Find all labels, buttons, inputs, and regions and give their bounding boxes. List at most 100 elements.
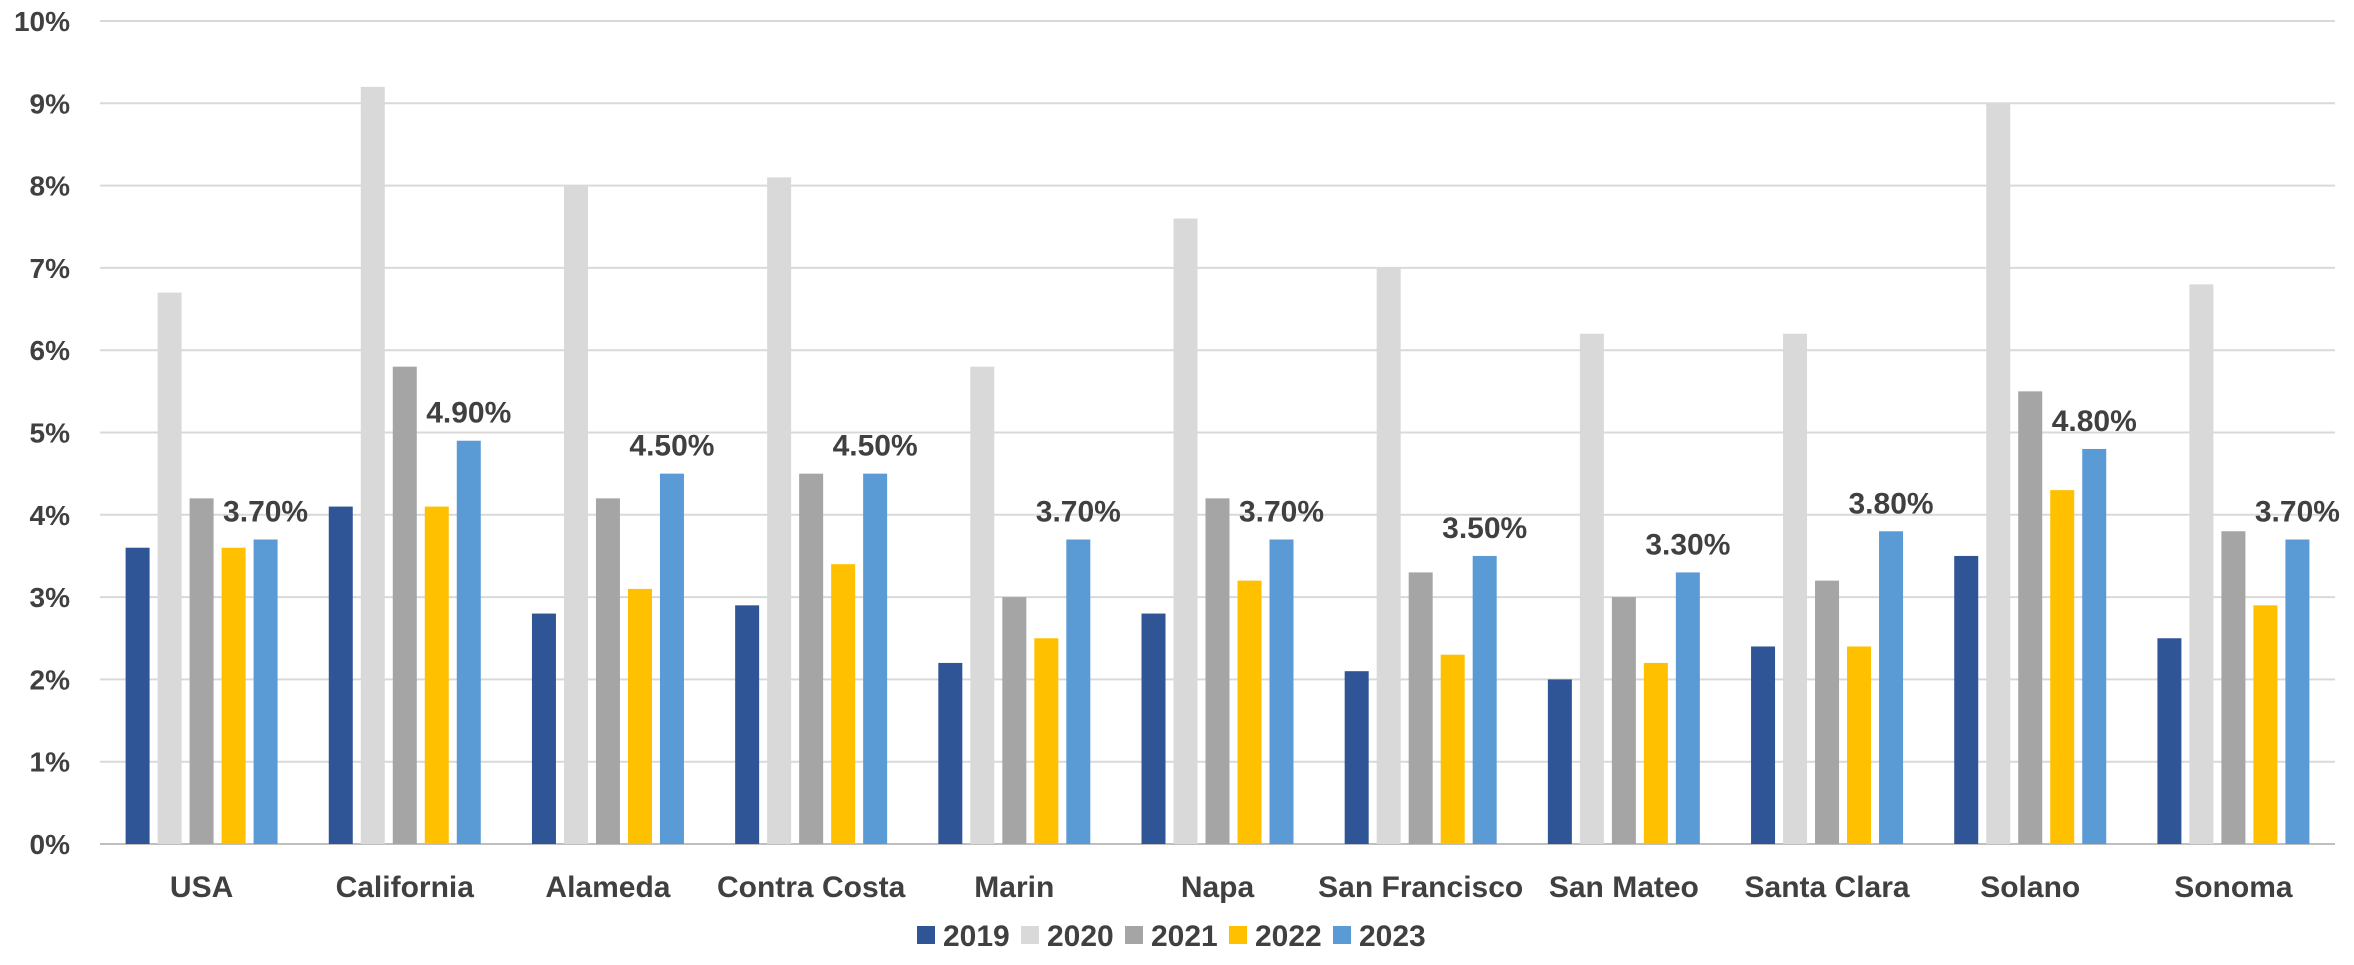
bar-2019	[2157, 638, 2182, 844]
legend-swatch	[1125, 926, 1143, 944]
bar-2022	[221, 547, 246, 844]
legend-label: 2020	[1047, 920, 1114, 953]
data-label: 3.70%	[223, 495, 308, 528]
data-label: 3.50%	[1442, 512, 1527, 545]
legend-label: 2019	[943, 920, 1010, 953]
bar-2023	[659, 473, 684, 844]
x-category-label: Sonoma	[2174, 871, 2293, 904]
x-category-label: California	[336, 871, 475, 904]
bar-2021	[189, 498, 214, 844]
bar-2023	[1675, 572, 1700, 844]
bar-2019	[1141, 613, 1166, 844]
bar-2023	[1066, 539, 1091, 844]
x-category-label: San Mateo	[1549, 871, 1699, 904]
bar-2023	[1269, 539, 1294, 844]
legend-swatch	[1021, 926, 1039, 944]
bar-2022	[1847, 646, 1872, 844]
bar-2022	[1440, 654, 1465, 844]
bar-2020	[1173, 218, 1198, 844]
bar-2020	[970, 366, 995, 844]
legend-label: 2022	[1255, 920, 1322, 953]
y-tick-label: 10%	[14, 6, 70, 37]
bar-2022	[424, 506, 449, 844]
data-label: 3.70%	[1239, 495, 1324, 528]
data-label: 4.50%	[629, 430, 714, 463]
bar-2021	[1408, 572, 1433, 844]
x-category-label: USA	[170, 871, 233, 904]
data-label: 3.30%	[1645, 528, 1730, 561]
y-tick-label: 5%	[30, 418, 71, 449]
bar-2019	[1344, 671, 1369, 844]
bar-2021	[1611, 597, 1636, 844]
data-label: 3.80%	[1849, 487, 1934, 520]
bar-2019	[1954, 555, 1979, 844]
bar-2022	[2050, 490, 2075, 844]
bar-2020	[360, 86, 385, 845]
legend-label: 2023	[1359, 920, 1426, 953]
bar-2022	[2253, 605, 2278, 844]
bar-2019	[531, 613, 556, 844]
bar-2019	[1751, 646, 1776, 844]
bar-2020	[563, 185, 588, 845]
y-tick-label: 7%	[30, 253, 71, 284]
bar-2019	[1547, 679, 1572, 844]
bar-2019	[125, 547, 150, 844]
data-label: 3.70%	[2255, 495, 2340, 528]
data-label: 4.90%	[426, 397, 511, 430]
y-tick-label: 8%	[30, 171, 71, 202]
bar-2022	[1034, 638, 1059, 844]
bar-2020	[1986, 103, 2011, 845]
legend-swatch	[917, 926, 935, 944]
data-label: 4.50%	[833, 430, 918, 463]
bar-2021	[1205, 498, 1230, 844]
x-category-label: Santa Clara	[1745, 871, 1910, 904]
bar-2023	[2285, 539, 2310, 844]
x-category-label: Contra Costa	[717, 871, 906, 904]
data-labels: 3.70% 4.90% 4.50% 4.50% 3.70% 3.70% 3.50% 3.30%…	[223, 397, 2340, 562]
bar-2020	[767, 177, 792, 844]
x-category-label: San Francisco	[1318, 871, 1523, 904]
bar-2019	[735, 605, 760, 844]
y-tick-label: 1%	[30, 747, 71, 778]
bar-2020	[1376, 267, 1401, 844]
bar-2023	[253, 539, 278, 844]
y-tick-label: 4%	[30, 500, 71, 531]
y-axis-ticks: 0% 1% 2% 3% 4% 5% 6% 7% 8% 9% 10%	[14, 6, 70, 860]
bar-2019	[938, 662, 963, 844]
data-label: 4.80%	[2052, 405, 2137, 438]
y-tick-label: 6%	[30, 335, 71, 366]
bar-2023	[456, 440, 481, 844]
legend-swatch	[1333, 926, 1351, 944]
x-category-label: Marin	[974, 871, 1054, 904]
bar-2023	[1472, 555, 1497, 844]
bar-2021	[1002, 597, 1027, 844]
bar-2022	[1237, 580, 1262, 844]
legend: 2019 2020 2021 2022 2023	[917, 920, 1426, 953]
y-tick-label: 0%	[30, 829, 71, 860]
bar-2022	[831, 564, 856, 844]
data-label: 3.70%	[1036, 495, 1121, 528]
x-category-label: Solano	[1980, 871, 2080, 904]
legend-swatch	[1229, 926, 1247, 944]
bar-2020	[2189, 284, 2214, 844]
y-tick-label: 2%	[30, 664, 71, 695]
bar-2021	[799, 473, 824, 844]
x-category-label: Napa	[1181, 871, 1255, 904]
bar-2020	[1579, 333, 1604, 844]
y-tick-label: 9%	[30, 88, 71, 119]
bar-2019	[328, 506, 353, 844]
legend-label: 2021	[1151, 920, 1218, 953]
bar-2021	[1815, 580, 1840, 844]
x-axis-categories: USA California Alameda Contra Costa Marin Nap…	[170, 871, 2293, 904]
bar-2023	[863, 473, 888, 844]
bars	[125, 86, 2310, 845]
bar-2021	[2018, 391, 2043, 844]
bar-2023	[2082, 448, 2107, 844]
bar-2020	[157, 292, 182, 845]
bar-2022	[627, 588, 652, 844]
bar-2021	[392, 366, 417, 844]
bar-2021	[2221, 531, 2246, 844]
bar-2022	[1643, 662, 1668, 844]
